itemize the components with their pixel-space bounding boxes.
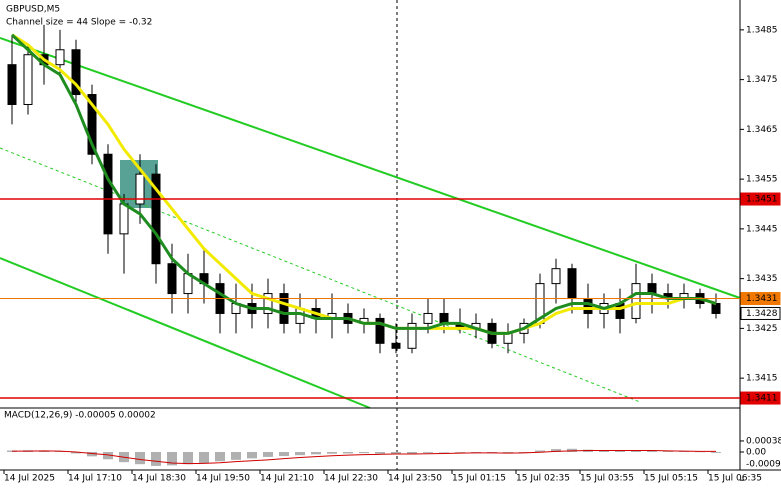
- candle-body: [567, 268, 577, 300]
- macd-signal: [12, 450, 716, 465]
- x-tick-label: 15 Jul 01:15: [452, 474, 506, 484]
- macd-bar: [167, 451, 177, 466]
- x-tick-label: 15 Jul 06:35: [708, 474, 762, 484]
- y-tick-label: 1.3445: [746, 224, 778, 234]
- x-tick-label: 14 Jul 19:50: [196, 474, 250, 484]
- macd-bar: [39, 450, 49, 452]
- macd-bar: [679, 451, 689, 452]
- macd-bar: [647, 450, 657, 452]
- candle-body: [23, 54, 33, 105]
- macd-bar: [615, 450, 625, 452]
- macd-bar: [71, 451, 81, 454]
- macd-bar: [599, 450, 609, 452]
- macd-bar: [311, 451, 321, 455]
- candle-body: [423, 312, 433, 324]
- macd-bar: [663, 451, 673, 452]
- moving-average: [10, 33, 717, 335]
- candle-body: [55, 49, 65, 66]
- macd-bar: [711, 451, 721, 453]
- price-level-label: 1.3428: [746, 309, 778, 319]
- price-level-box: [740, 306, 781, 320]
- macd-bar: [471, 451, 481, 453]
- macd-tick-label: 0.00038: [746, 436, 781, 446]
- macd-bar: [215, 451, 225, 462]
- x-tick-label: 14 Jul 21:10: [260, 474, 314, 484]
- macd-bar: [327, 451, 337, 454]
- macd-bar: [87, 451, 97, 457]
- y-tick-label: 1.3465: [746, 125, 778, 135]
- candle-body: [631, 283, 641, 319]
- macd-bar: [199, 451, 209, 464]
- y-tick-label: 1.3415: [746, 374, 778, 384]
- y-tick-label: 1.3485: [746, 25, 778, 35]
- plot: [7, 24, 721, 354]
- macd-bar: [279, 451, 289, 457]
- macd-bar: [103, 451, 113, 460]
- macd-bar: [247, 451, 257, 459]
- candle-body: [167, 263, 177, 295]
- price-level-label: 1.3411: [746, 394, 778, 404]
- candle-body: [87, 94, 97, 155]
- macd-bar: [375, 451, 385, 454]
- macd-label: MACD(12,26,9) -0.00005 0.00002: [4, 411, 156, 421]
- price-level-box: [740, 391, 781, 405]
- candle-body: [407, 322, 417, 349]
- macd-bar: [519, 451, 529, 453]
- macd-bar: [359, 451, 369, 454]
- x-tick-label: 14 Jul 2025: [4, 474, 55, 484]
- candle-body: [151, 173, 161, 265]
- macd-bar: [295, 451, 305, 456]
- macd-tick-label: 0.00: [746, 447, 766, 457]
- chart-title: GBPUSD,M5: [6, 5, 60, 15]
- macd-bar: [455, 451, 465, 453]
- candle-body: [391, 342, 401, 349]
- candle-body: [551, 268, 561, 285]
- macd-bar: [439, 451, 449, 453]
- candle-body: [135, 173, 145, 205]
- x-tick-label: 14 Jul 17:10: [68, 474, 122, 484]
- x-tick-label: 14 Jul 23:50: [388, 474, 442, 484]
- macd-bar: [407, 451, 417, 454]
- x-tick-label: 14 Jul 18:30: [132, 474, 186, 484]
- channel-upper: [0, 37, 741, 299]
- macd-bar: [695, 451, 705, 453]
- macd-bar: [343, 451, 353, 454]
- x-tick-label: 14 Jul 22:30: [324, 474, 378, 484]
- price-level-box: [740, 292, 781, 306]
- candle-body: [119, 203, 129, 235]
- candle-body: [263, 293, 273, 314]
- candle-body: [103, 153, 113, 235]
- x-tick-label: 15 Jul 05:15: [644, 474, 698, 484]
- macd-bar: [135, 451, 145, 465]
- macd-bar: [391, 451, 401, 455]
- macd-bar: [151, 451, 161, 466]
- candle-body: [375, 317, 385, 344]
- y-tick-label: 1.3475: [746, 75, 778, 85]
- macd-tick-label: -0.00097: [746, 460, 781, 470]
- macd-bar: [503, 451, 513, 454]
- y-tick-label: 1.3425: [746, 324, 778, 334]
- macd-bar: [231, 451, 241, 460]
- price-level-label: 1.3431: [746, 294, 778, 304]
- price-level-label: 1.3451: [746, 195, 778, 205]
- candle-body: [711, 303, 721, 314]
- x-tick-label: 15 Jul 03:55: [580, 474, 634, 484]
- candle-body: [71, 49, 81, 96]
- macd-bar: [183, 451, 193, 465]
- x-tick-label: 15 Jul 02:35: [516, 474, 570, 484]
- price-level-box: [740, 192, 781, 206]
- y-tick-label: 1.3455: [746, 175, 778, 185]
- macd-bar: [551, 449, 561, 452]
- y-tick-label: 1.3435: [746, 274, 778, 284]
- candle-body: [583, 298, 593, 314]
- chart-subtitle: Channel size = 44 Slope = -0.32: [6, 18, 152, 28]
- macd-bar: [535, 450, 545, 452]
- candle-body: [7, 64, 17, 105]
- candle-body: [279, 293, 289, 324]
- macd-bar: [263, 451, 273, 457]
- macd-bar: [631, 450, 641, 452]
- macd-bar: [423, 451, 433, 453]
- channel-lower: [0, 257, 371, 409]
